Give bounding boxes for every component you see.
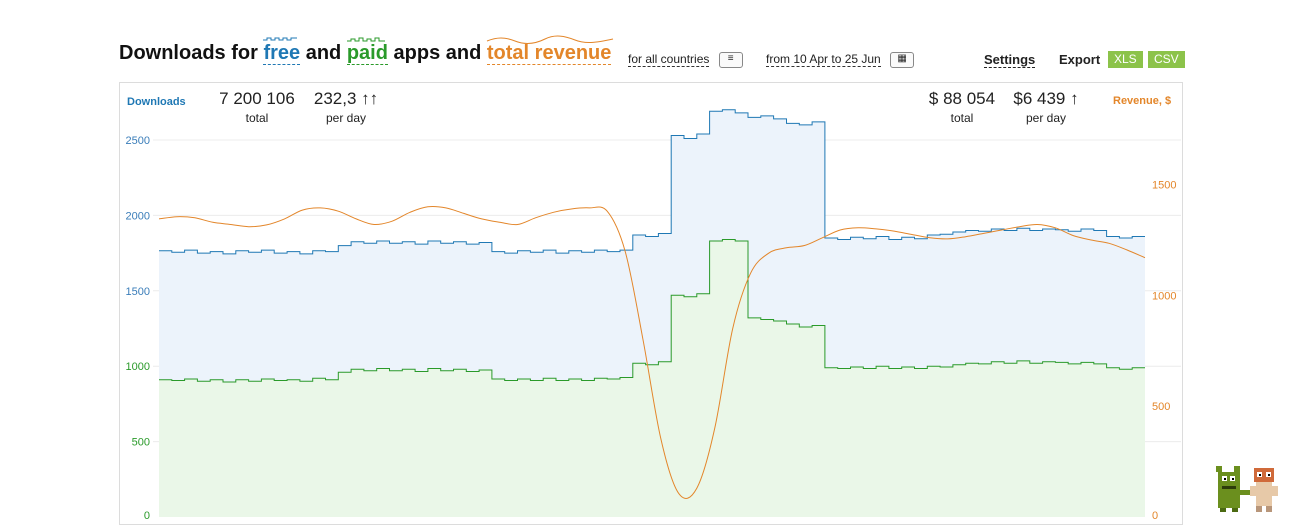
free-series-line [159,109,1145,255]
calendar-icon[interactable]: ▦ [890,52,915,68]
date-range-link[interactable]: from 10 Apr to 25 Jun [766,52,881,68]
left-tick-label: 2500 [126,135,150,147]
revenue-series-line [158,205,1146,499]
chart-panel [119,82,1183,525]
free-label: free [263,42,301,65]
paid-label: paid [346,42,388,65]
downloads-per-day-stat: 232,3 ↑↑ per day [304,89,388,125]
countries-link[interactable]: for all countries [628,52,710,68]
title-and: and [305,42,342,64]
revenue-per-day-stat: $6 439 ↑ per day [1004,89,1088,125]
right-tick-label: 500 [1152,401,1170,413]
list-icon[interactable]: ≡ [718,52,743,68]
paid-toggle[interactable]: paid [346,37,388,65]
paid-area [159,239,1145,517]
revenue-toggle[interactable]: total revenue [486,35,613,65]
free-squiggle-icon [263,37,298,41]
revenue-total-value: $ 88 054 [928,89,996,108]
right-tick-label: 1500 [1152,180,1176,192]
revenue-squiggle-icon [486,35,613,44]
title-apps-and: apps and [393,42,482,64]
chart-title: Downloads for free and paid apps and tot… [119,35,613,65]
downloads-total-caption: total [245,111,269,125]
revenue-per-day-value: $6 439 ↑ [1013,89,1079,108]
downloads-per-day-value: 232,3 ↑↑ [313,89,379,108]
left-tick-label: 1500 [126,286,150,298]
orange-monster-icon [1250,468,1278,512]
export-label: Export [1059,52,1101,67]
green-monster-icon [1216,466,1250,512]
downloads-per-day-caption: per day [325,111,367,125]
right-tick-label: 1000 [1152,290,1176,302]
title-prefix: Downloads for [119,42,258,64]
left-tick-label: 500 [132,437,150,449]
free-toggle[interactable]: free [263,37,301,65]
revenue-axis-label: Revenue, $ [1113,95,1172,107]
export-xls-button[interactable]: XLS [1108,51,1143,68]
left-tick-label: 1000 [126,361,150,373]
mascot-monsters-icon [1216,466,1278,512]
revenue-per-day-caption: per day [1025,111,1067,125]
date-range-filter[interactable]: from 10 Apr to 25 Jun ▦ [766,52,915,68]
revenue-total-caption: total [950,111,974,125]
revenue-label: total revenue [486,42,612,65]
downloads-axis-label: Downloads [127,96,186,108]
revenue-total-stat: $ 88 054 total [916,89,1008,125]
paid-squiggle-icon [346,37,385,42]
downloads-total-value: 7 200 106 [219,89,295,108]
settings-link[interactable]: Settings [984,52,1036,68]
countries-filter[interactable]: for all countries ≡ [628,52,743,68]
right-tick-label: 0 [1152,510,1158,522]
left-tick-label: 2000 [126,210,150,222]
left-tick-label: 0 [144,510,150,522]
paid-series-line [159,239,1145,383]
export-csv-button[interactable]: CSV [1148,51,1185,68]
downloads-total-stat: 7 200 106 total [212,89,302,125]
